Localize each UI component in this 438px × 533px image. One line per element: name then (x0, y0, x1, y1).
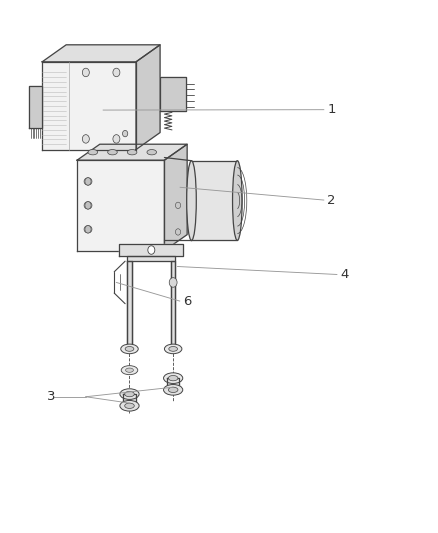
Polygon shape (127, 261, 132, 349)
Ellipse shape (168, 375, 178, 381)
Polygon shape (42, 45, 160, 62)
Polygon shape (77, 160, 164, 251)
Ellipse shape (84, 201, 92, 209)
Ellipse shape (120, 400, 139, 411)
Ellipse shape (126, 368, 134, 372)
Ellipse shape (168, 387, 178, 392)
Polygon shape (127, 256, 175, 261)
Ellipse shape (125, 403, 134, 408)
Ellipse shape (233, 161, 242, 240)
Polygon shape (29, 86, 42, 128)
Circle shape (82, 68, 89, 77)
Ellipse shape (88, 150, 98, 155)
Ellipse shape (125, 346, 134, 351)
Polygon shape (171, 261, 175, 349)
Circle shape (169, 278, 177, 287)
Circle shape (82, 135, 89, 143)
Text: 3: 3 (46, 390, 55, 403)
Text: 4: 4 (340, 268, 349, 281)
Text: 1: 1 (327, 103, 336, 116)
Ellipse shape (121, 366, 138, 375)
Ellipse shape (84, 177, 92, 185)
Polygon shape (167, 378, 179, 390)
Ellipse shape (125, 391, 134, 397)
Polygon shape (120, 244, 183, 256)
Polygon shape (77, 144, 187, 160)
Circle shape (85, 201, 91, 209)
Polygon shape (42, 62, 136, 150)
Polygon shape (136, 45, 160, 150)
Ellipse shape (187, 161, 196, 240)
Ellipse shape (121, 344, 138, 354)
Circle shape (85, 177, 91, 185)
Ellipse shape (120, 389, 139, 399)
Circle shape (123, 131, 128, 137)
Circle shape (113, 135, 120, 143)
Ellipse shape (163, 384, 183, 395)
Ellipse shape (84, 225, 92, 233)
Ellipse shape (169, 346, 177, 351)
Polygon shape (191, 161, 237, 240)
Text: 2: 2 (327, 193, 336, 207)
Circle shape (176, 202, 180, 208)
Ellipse shape (164, 344, 182, 354)
Ellipse shape (108, 150, 117, 155)
Circle shape (113, 68, 120, 77)
Text: 6: 6 (183, 295, 191, 308)
Ellipse shape (127, 150, 137, 155)
Circle shape (176, 229, 180, 235)
Polygon shape (124, 394, 136, 406)
Ellipse shape (163, 373, 183, 383)
Circle shape (85, 225, 91, 233)
Ellipse shape (147, 150, 156, 155)
Polygon shape (164, 144, 187, 251)
Circle shape (148, 246, 155, 254)
Polygon shape (160, 77, 186, 111)
